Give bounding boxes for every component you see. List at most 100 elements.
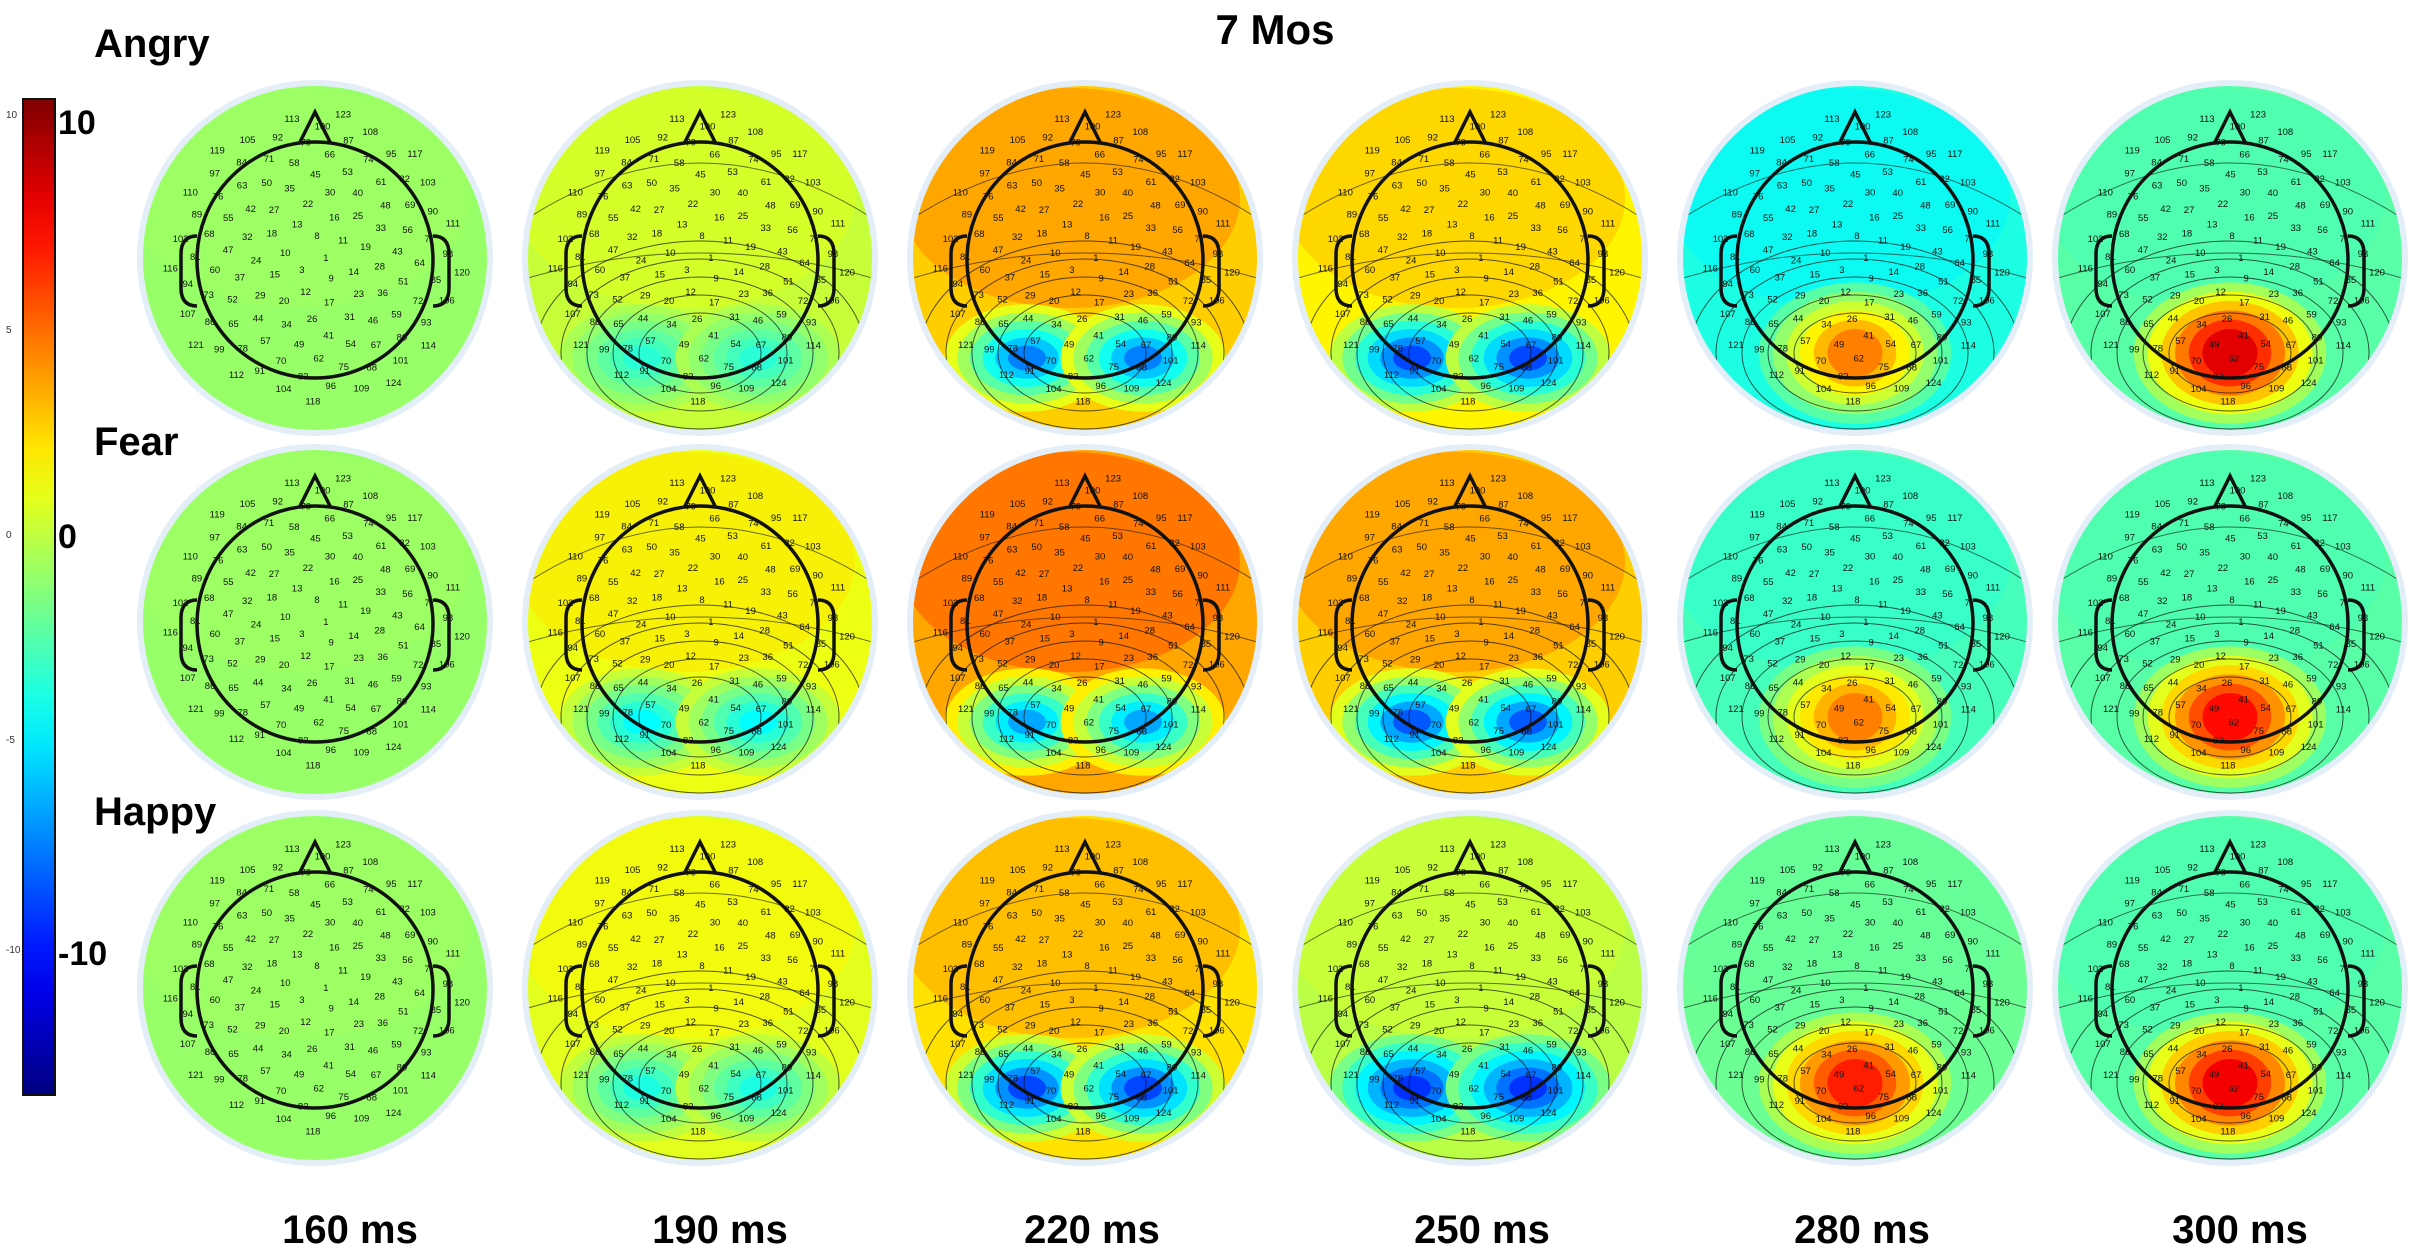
- electrode-label: 29: [1410, 1020, 1421, 1031]
- left-ear-icon: [2094, 964, 2113, 1038]
- electrode-label: 94: [568, 279, 579, 290]
- electrode-label: 16: [714, 576, 725, 587]
- electrode-label: 102: [558, 598, 574, 609]
- electrode-labels: 1389101112131415161718192022232425262728…: [2078, 110, 2385, 408]
- electrode-label: 33: [761, 223, 772, 234]
- electrode-label: 49: [2209, 339, 2220, 350]
- electrode-label: 108: [1132, 857, 1148, 868]
- electrode-label: 63: [2152, 911, 2163, 922]
- electrode-label: 78: [1778, 708, 1789, 719]
- electrode-label: 13: [1062, 583, 1073, 594]
- electrode-label: 8: [1084, 961, 1089, 972]
- electrode-label: 61: [1531, 907, 1542, 918]
- electrode-label: 26: [2222, 678, 2233, 689]
- electrode-label: 74: [363, 885, 374, 896]
- contour-line: [1767, 294, 1943, 412]
- electrode-label: 79: [686, 502, 697, 513]
- electrode-label: 55: [223, 577, 234, 588]
- electrode-label: 77: [1195, 964, 1206, 975]
- electrode-label: 57: [260, 1066, 271, 1077]
- electrode-label: 65: [228, 683, 239, 694]
- right-ear-icon: [1587, 598, 1606, 672]
- electrode-label: 79: [2216, 138, 2227, 149]
- electrode-label: 113: [1054, 114, 1069, 125]
- contour-line: [1298, 526, 1642, 583]
- electrode-label: 44: [1023, 1043, 1034, 1054]
- contour-line: [1715, 258, 1995, 430]
- electrode-label: 22: [1843, 929, 1854, 940]
- electrode-label: 85: [2346, 639, 2357, 650]
- electrode-label: 10: [1435, 978, 1446, 989]
- topomap-0-3: 1389101112131415161718192022232425262728…: [1292, 80, 1648, 436]
- electrode-label: 41: [323, 331, 334, 342]
- electrode-label: 46: [2283, 316, 2294, 327]
- electrode-label: 74: [1133, 155, 1144, 166]
- electrode-label: 81: [1730, 252, 1741, 263]
- electrode-label: 34: [2196, 684, 2207, 695]
- electrode-label: 55: [608, 213, 619, 224]
- contour-line: [945, 258, 1225, 430]
- right-ear-icon: [432, 234, 451, 308]
- electrode-label: 30: [1480, 188, 1491, 199]
- electrode-label: 65: [1383, 683, 1394, 694]
- electrode-label: 3: [1839, 995, 1844, 1006]
- electrode-label: 53: [1497, 897, 1508, 908]
- electrode-label: 25: [738, 575, 749, 586]
- electrode-label: 124: [1926, 1108, 1942, 1119]
- electrode-label: 19: [2275, 606, 2286, 617]
- electrode-label: 36: [377, 288, 388, 299]
- electrode-label: 18: [1037, 229, 1048, 240]
- electrode-label: 117: [407, 149, 422, 160]
- electrode-label: 50: [646, 908, 657, 919]
- electrode-label: 91: [1025, 730, 1036, 741]
- electrode-label: 11: [2253, 236, 2263, 247]
- electrode-label: 27: [654, 205, 665, 216]
- electrode-label: 9: [1099, 638, 1104, 649]
- electrode-label: 27: [1039, 205, 1050, 216]
- electrode-label: 36: [1532, 288, 1543, 299]
- electrode-label: 88: [366, 363, 377, 374]
- electrode-label: 100: [1085, 851, 1101, 862]
- colorbar-label-zero: 0: [58, 518, 77, 556]
- contour-line: [997, 294, 1173, 412]
- electrode-label: 50: [261, 542, 272, 553]
- electrode-label: 51: [2313, 277, 2324, 288]
- electrode-label: 57: [1800, 336, 1811, 347]
- electrode-label: 45: [695, 900, 706, 911]
- electrode-label: 110: [568, 917, 583, 928]
- electrode-label: 61: [1146, 177, 1157, 188]
- electrode-label: 24: [251, 985, 262, 996]
- electrode-label: 9: [329, 1004, 334, 1015]
- time-label-190: 190 ms: [652, 1208, 788, 1252]
- electrode-label: 35: [284, 184, 295, 195]
- electrode-label: 83: [2213, 371, 2224, 382]
- electrode-label: 75: [1493, 1092, 1504, 1103]
- electrode-label: 88: [366, 1093, 377, 1104]
- electrode-label: 35: [1054, 914, 1065, 925]
- electrode-label: 96: [1095, 381, 1106, 392]
- electrode-label: 116: [933, 263, 948, 274]
- electrode-label: 74: [363, 519, 374, 530]
- electrode-label: 111: [831, 583, 845, 594]
- electrode-label: 51: [783, 277, 794, 288]
- electrode-label: 118: [305, 397, 320, 408]
- electrode-label: 23: [1509, 289, 1520, 300]
- electrode-label: 108: [2277, 491, 2293, 502]
- electrode-label: 48: [1535, 201, 1546, 212]
- electrode-label: 76: [2128, 555, 2139, 566]
- head-outline: [2110, 140, 2350, 380]
- right-ear-icon: [1972, 234, 1991, 308]
- electrode-label: 98: [2358, 249, 2369, 260]
- electrode-label: 97: [2124, 899, 2135, 910]
- electrode-label: 53: [1882, 167, 1893, 178]
- electrode-label: 108: [2277, 857, 2293, 868]
- electrode-label: 25: [738, 941, 749, 952]
- electrode-label: 23: [1894, 653, 1905, 664]
- electrode-label: 20: [1049, 296, 1060, 307]
- electrode-label: 82: [1939, 538, 1950, 549]
- contour-line: [1683, 982, 2027, 1009]
- electrode-label: 73: [973, 1020, 984, 1031]
- electrode-label: 94: [953, 643, 964, 654]
- electrode-label: 123: [720, 474, 736, 485]
- electrode-label: 98: [1983, 979, 1994, 990]
